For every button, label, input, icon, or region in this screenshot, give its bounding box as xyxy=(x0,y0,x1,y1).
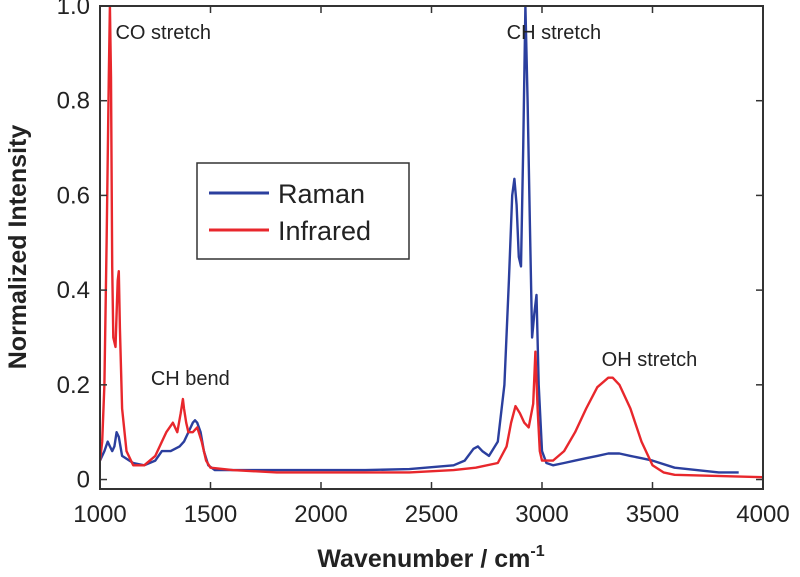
y-tick-label: 0.4 xyxy=(57,277,90,304)
y-tick-label: 0 xyxy=(77,467,90,494)
legend-label-raman: Raman xyxy=(278,179,365,209)
x-tick-label: 3000 xyxy=(515,501,568,528)
x-axis-title: Wavenumber / cm-1 xyxy=(317,543,544,573)
annotation-ch-stretch: CH stretch xyxy=(507,22,601,44)
y-tick-label: 0.8 xyxy=(57,88,90,115)
x-tick-label: 3500 xyxy=(626,501,679,528)
x-tick-label: 1500 xyxy=(184,501,237,528)
legend-box xyxy=(196,162,410,260)
series-line-raman xyxy=(100,6,739,474)
x-axis-title-superscript: -1 xyxy=(530,543,544,560)
y-tick-label: 0.6 xyxy=(57,182,90,209)
x-axis-title-main: Wavenumber / cm xyxy=(317,545,530,573)
annotation-ch-bend: CH bend xyxy=(151,368,230,390)
y-axis-title: Normalized Intensity xyxy=(4,125,32,370)
annotation-co-stretch: CO stretch xyxy=(115,22,211,44)
legend: Raman Infrared xyxy=(196,162,410,260)
x-tick-label: 2000 xyxy=(294,501,347,528)
annotation-oh-stretch: OH stretch xyxy=(602,349,698,371)
series-line-infrared xyxy=(100,6,763,479)
legend-label-infrared: Infrared xyxy=(278,216,371,246)
y-tick-label: 0.2 xyxy=(57,372,90,399)
x-tick-label: 1000 xyxy=(73,501,126,528)
x-tick-label: 4000 xyxy=(736,501,789,528)
x-tick-label: 2500 xyxy=(405,501,458,528)
y-tick-label: 1.0 xyxy=(57,0,90,20)
